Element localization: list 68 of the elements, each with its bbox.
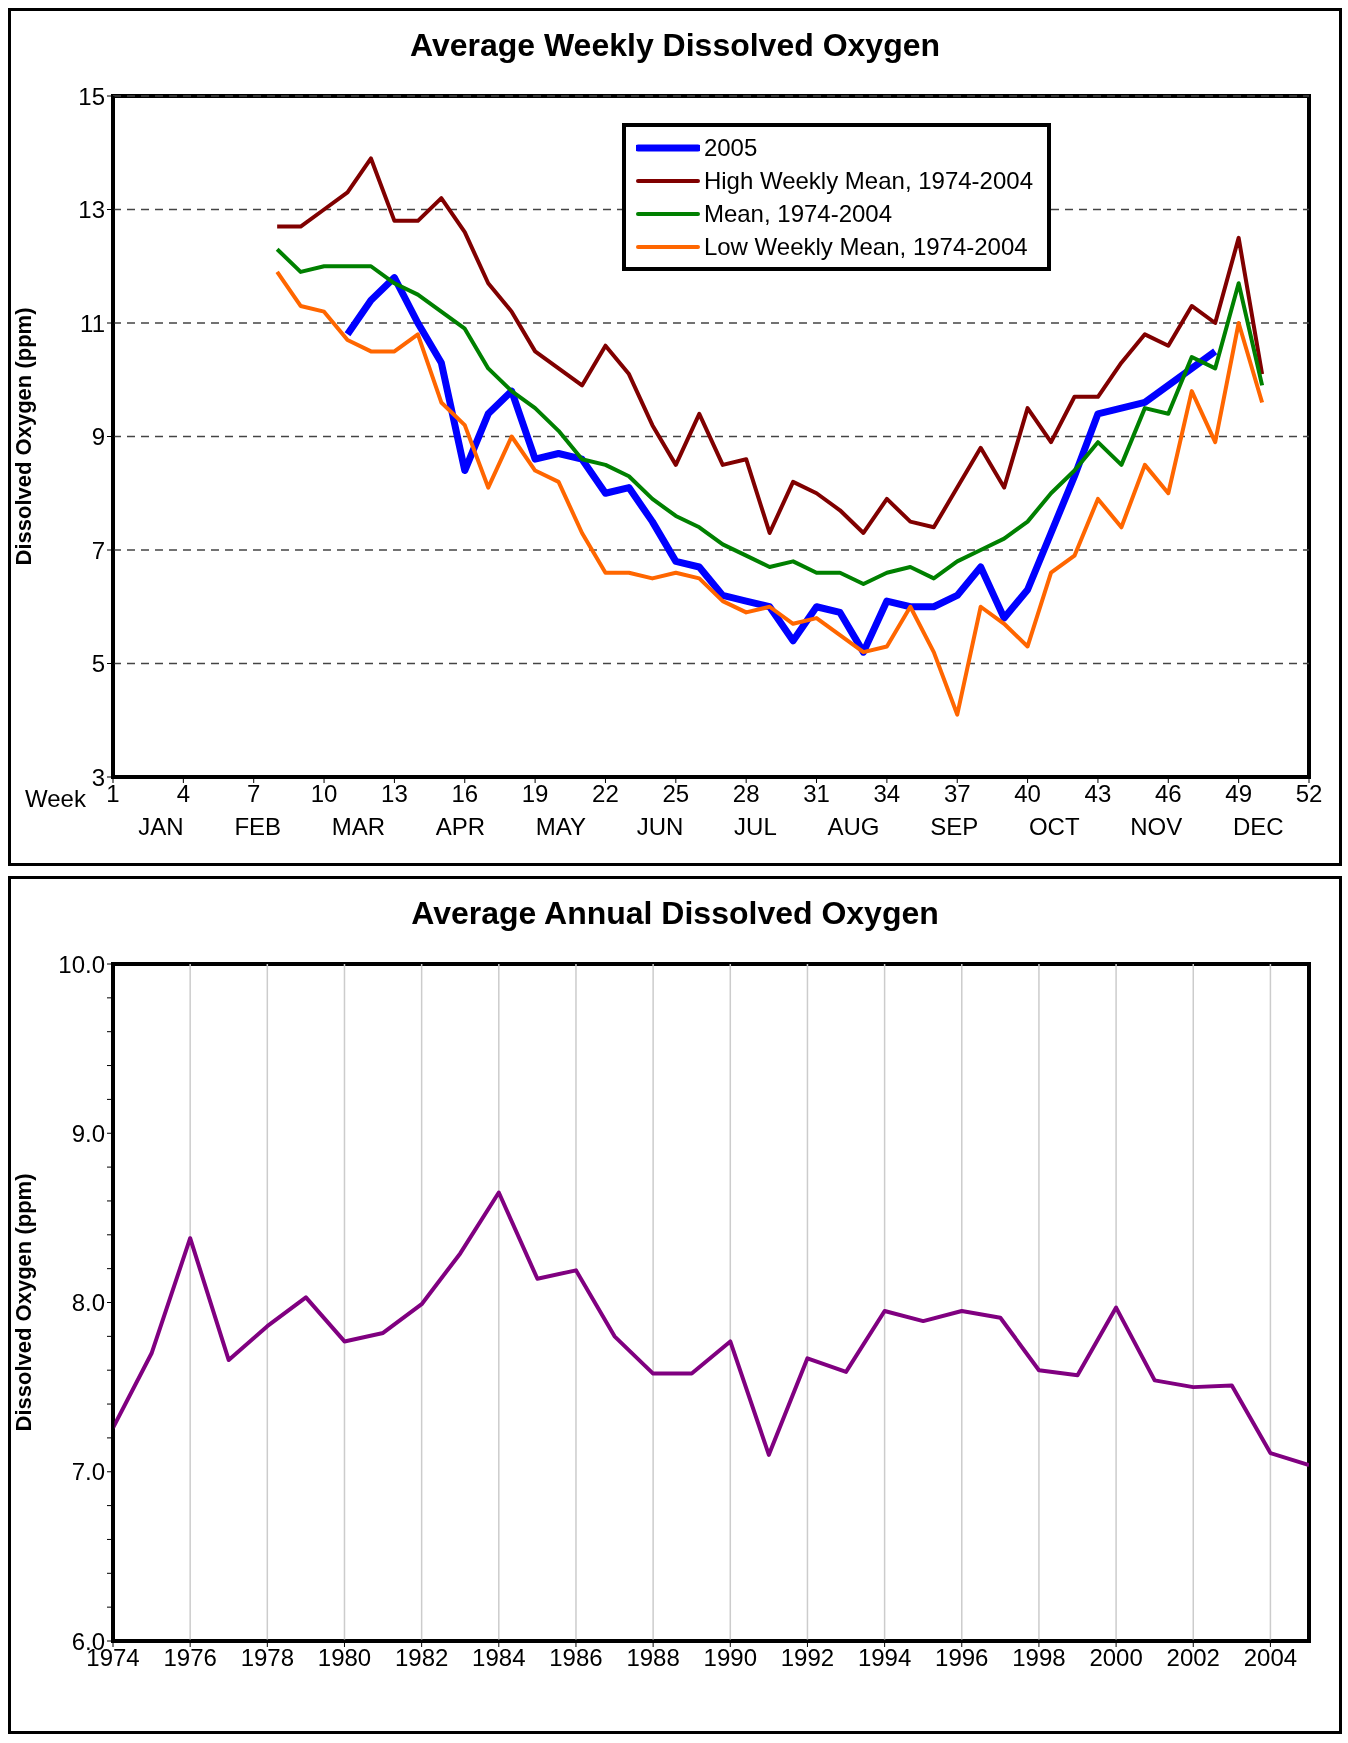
text: JAN — [138, 813, 184, 841]
x-tick-label: 1990 — [703, 1644, 757, 1672]
x-tick-label: 2002 — [1166, 1644, 1220, 1672]
y-tick-label: 7 — [91, 536, 105, 564]
y-tick-label: 9 — [91, 423, 105, 451]
x-tick-label: 1984 — [472, 1644, 526, 1672]
x-tick-label: 43 — [1084, 780, 1112, 808]
x-tick-label: 22 — [592, 780, 619, 808]
y-tick-label: 15 — [78, 82, 105, 110]
x-tick-label: 4 — [176, 780, 191, 808]
y-tick-label: 10.0 — [58, 950, 105, 978]
text: AUG — [827, 813, 880, 841]
x-axis-title: Week — [25, 785, 86, 813]
x-tick-label: 1996 — [935, 1644, 989, 1672]
x-tick-label: 1 — [106, 780, 120, 808]
legend-label: 2005 — [703, 133, 758, 163]
text: MAR — [331, 813, 386, 841]
x-tick-label: 1994 — [857, 1644, 912, 1672]
x-tick-label: 1988 — [626, 1644, 680, 1672]
x-tick-label: 1982 — [394, 1644, 449, 1672]
y-tick-label: 5 — [91, 650, 105, 678]
x-tick-label: 1976 — [163, 1644, 217, 1672]
x-tick-label: 1998 — [1012, 1644, 1066, 1672]
text: MAY — [535, 813, 587, 841]
line-series — [275, 269, 1265, 717]
text: NOV — [1130, 813, 1183, 841]
x-tick-label: 1992 — [780, 1644, 835, 1672]
x-tick-label: 49 — [1225, 780, 1252, 808]
x-tick-label: 28 — [732, 780, 760, 808]
x-tick-label: 2000 — [1089, 1644, 1143, 1672]
legend-label: Low Weekly Mean, 1974-2004 — [703, 232, 1028, 262]
y-tick-label: 13 — [78, 196, 105, 224]
x-tick-label: 7 — [247, 780, 261, 808]
y-tick-label: 11 — [80, 309, 105, 337]
x-tick-label: 25 — [662, 780, 690, 808]
text: JUL — [734, 813, 777, 841]
x-tick-label: 37 — [943, 780, 971, 808]
x-tick-label: 2004 — [1243, 1644, 1298, 1672]
line-series — [113, 1190, 1309, 1467]
text: DEC — [1232, 813, 1284, 841]
text: FEB — [234, 813, 282, 841]
x-tick-label: 1986 — [549, 1644, 603, 1672]
x-tick-label: 1980 — [317, 1644, 372, 1672]
y-tick-label: 7.0 — [71, 1458, 105, 1486]
y-axis-title: Dissolved Oxygen (ppm) — [10, 307, 36, 566]
x-tick-label: 13 — [381, 780, 408, 808]
line-series — [275, 156, 1265, 535]
x-tick-label: 34 — [873, 780, 901, 808]
legend-label: High Weekly Mean, 1974-2004 — [703, 166, 1033, 196]
x-tick-label: 31 — [803, 780, 830, 808]
x-tick-label: 1978 — [240, 1644, 295, 1672]
chart-title: Average Weekly Dissolved Oxygen — [409, 27, 941, 64]
x-tick-label: 46 — [1154, 780, 1182, 808]
chart-title: Average Annual Dissolved Oxygen — [410, 895, 940, 932]
x-tick-label: 40 — [1014, 780, 1041, 808]
x-tick-label: 52 — [1295, 780, 1323, 808]
legend-label: Mean, 1974-2004 — [703, 199, 893, 229]
y-tick-label: 9.0 — [71, 1119, 105, 1147]
y-axis-title: Dissolved Oxygen (ppm) — [10, 1173, 36, 1432]
text: SEP — [930, 813, 979, 841]
y-tick-label: 3 — [91, 763, 105, 791]
y-tick-label: 8.0 — [71, 1289, 105, 1317]
x-tick-label: 19 — [521, 780, 549, 808]
text: APR — [435, 813, 486, 841]
text: OCT — [1028, 813, 1080, 841]
x-tick-label: 16 — [451, 780, 479, 808]
x-tick-label: 10 — [310, 780, 338, 808]
text: JUN — [636, 813, 684, 841]
